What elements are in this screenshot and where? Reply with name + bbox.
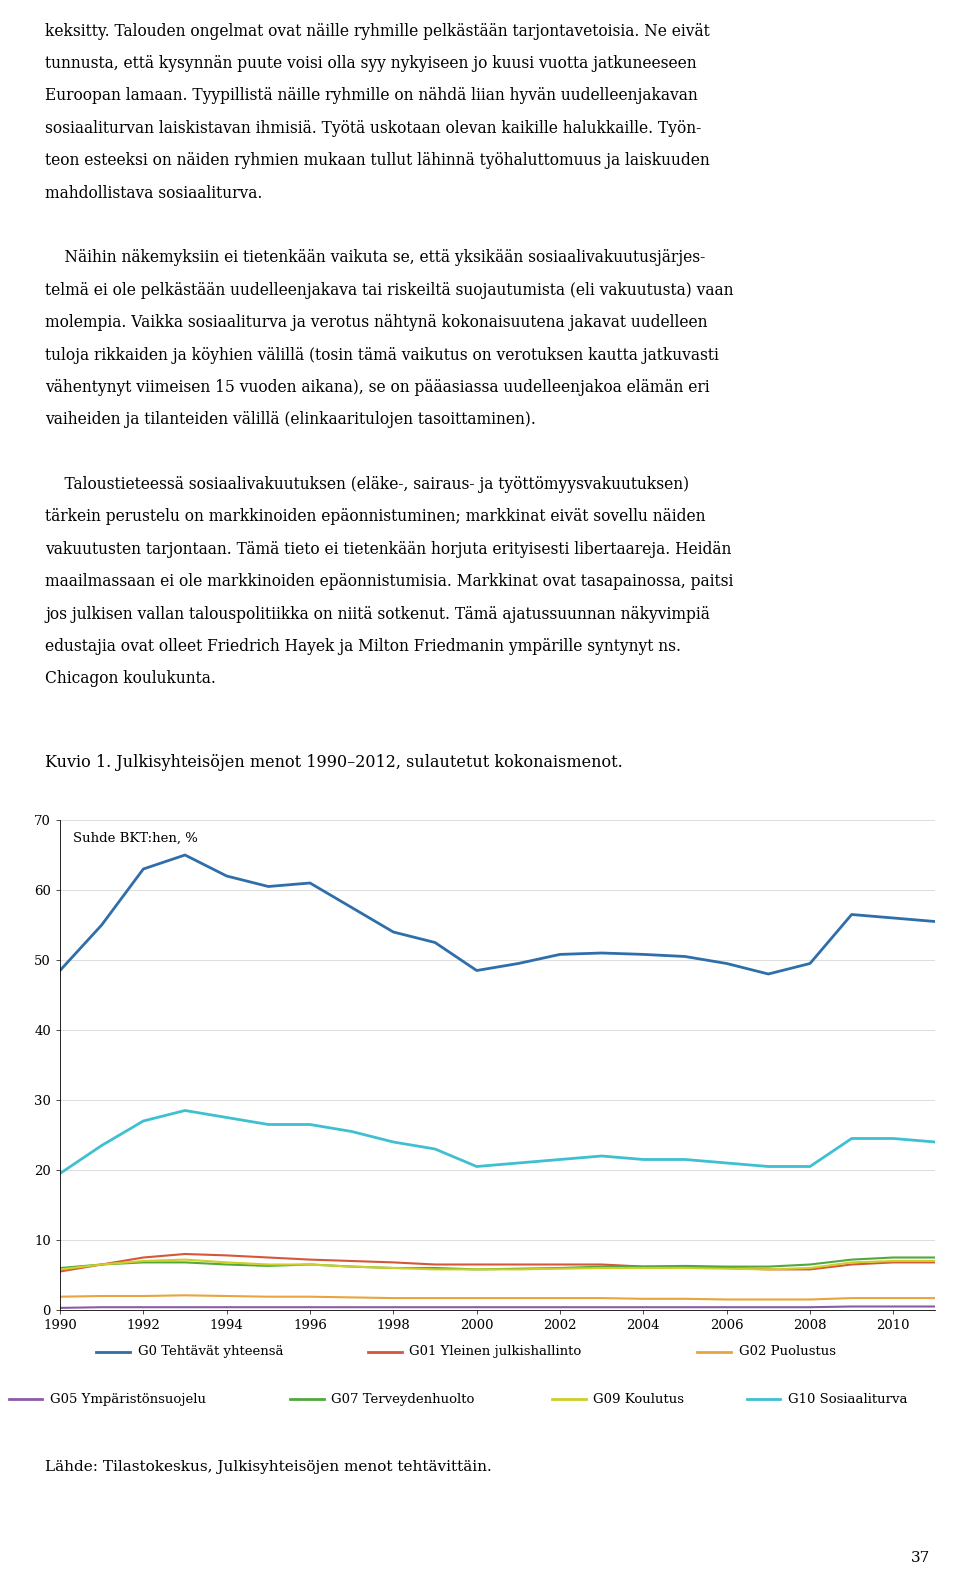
Text: Taloustieteessä sosiaalivakuutuksen (eläke-, sairaus- ja työttömyysvakuutuksen): Taloustieteessä sosiaalivakuutuksen (elä…	[45, 476, 689, 492]
Text: G10 Sosiaaliturva: G10 Sosiaaliturva	[788, 1393, 907, 1406]
Text: Suhde BKT:hen, %: Suhde BKT:hen, %	[73, 833, 198, 845]
Text: maailmassaan ei ole markkinoiden epäonnistumisia. Markkinat ovat tasapainossa, p: maailmassaan ei ole markkinoiden epäonni…	[45, 573, 733, 590]
Text: Lähde: Tilastokeskus, Julkisyhteisöjen menot tehtävittäin.: Lähde: Tilastokeskus, Julkisyhteisöjen m…	[45, 1461, 492, 1474]
Text: mahdollistava sosiaaliturva.: mahdollistava sosiaaliturva.	[45, 185, 262, 201]
Text: molempia. Vaikka sosiaaliturva ja verotus nähtynä kokonaisuutena jakavat uudelle: molempia. Vaikka sosiaaliturva ja verotu…	[45, 313, 708, 331]
Text: Kuvio 1. Julkisyhteisöjen menot 1990–2012, sulautetut kokonaismenot.: Kuvio 1. Julkisyhteisöjen menot 1990–201…	[45, 754, 623, 771]
Text: vähentynyt viimeisen 15 vuoden aikana), se on pääasiassa uudelleenjakoa elämän e: vähentynyt viimeisen 15 vuoden aikana), …	[45, 378, 709, 396]
Text: vakuutusten tarjontaan. Tämä tieto ei tietenkään horjuta erityisesti libertaarej: vakuutusten tarjontaan. Tämä tieto ei ti…	[45, 541, 732, 557]
Text: G01 Yleinen julkishallinto: G01 Yleinen julkishallinto	[409, 1346, 582, 1358]
Text: Chicagon koulukunta.: Chicagon koulukunta.	[45, 670, 216, 687]
Text: 37: 37	[911, 1551, 930, 1566]
Text: teon esteeksi on näiden ryhmien mukaan tullut lähinnä työhaluttomuus ja laiskuud: teon esteeksi on näiden ryhmien mukaan t…	[45, 152, 709, 169]
Text: telmä ei ole pelkästään uudelleenjakava tai riskeiltä suojautumista (eli vakuutu: telmä ei ole pelkästään uudelleenjakava …	[45, 282, 733, 299]
Text: G0 Tehtävät yhteensä: G0 Tehtävät yhteensä	[138, 1346, 283, 1358]
Text: G07 Terveydenhuolto: G07 Terveydenhuolto	[331, 1393, 474, 1406]
Text: G09 Koulutus: G09 Koulutus	[593, 1393, 684, 1406]
Text: tärkein perustelu on markkinoiden epäonnistuminen; markkinat eivät sovellu näide: tärkein perustelu on markkinoiden epäonn…	[45, 508, 706, 526]
Text: keksitty. Talouden ongelmat ovat näille ryhmille pelkästään tarjontavetoisia. Ne: keksitty. Talouden ongelmat ovat näille …	[45, 22, 709, 40]
Text: tunnusta, että kysynnän puute voisi olla syy nykyiseen jo kuusi vuotta jatkunees: tunnusta, että kysynnän puute voisi olla…	[45, 55, 697, 73]
Text: tuloja rikkaiden ja köyhien välillä (tosin tämä vaikutus on verotuksen kautta ja: tuloja rikkaiden ja köyhien välillä (tos…	[45, 347, 719, 364]
Text: G05 Ympäristönsuojelu: G05 Ympäristönsuojelu	[50, 1393, 205, 1406]
Text: vaiheiden ja tilanteiden välillä (elinkaaritulojen tasoittaminen).: vaiheiden ja tilanteiden välillä (elinka…	[45, 412, 536, 429]
Text: Näihin näkemyksiin ei tietenkään vaikuta se, että yksikään sosiaalivakuutusjärje: Näihin näkemyksiin ei tietenkään vaikuta…	[45, 250, 706, 266]
Text: edustajia ovat olleet Friedrich Hayek ja Milton Friedmanin ympärille syntynyt ns: edustajia ovat olleet Friedrich Hayek ja…	[45, 638, 681, 655]
Text: G02 Puolustus: G02 Puolustus	[738, 1346, 836, 1358]
Text: jos julkisen vallan talouspolitiikka on niitä sotkenut. Tämä ajatussuunnan näkyv: jos julkisen vallan talouspolitiikka on …	[45, 606, 709, 622]
Text: Euroopan lamaan. Tyypillistä näille ryhmille on nähdä liian hyvän uudelleenjakav: Euroopan lamaan. Tyypillistä näille ryhm…	[45, 87, 698, 104]
Text: sosiaaliturvan laiskistavan ihmisiä. Työtä uskotaan olevan kaikille halukkaille.: sosiaaliturvan laiskistavan ihmisiä. Työ…	[45, 120, 701, 136]
